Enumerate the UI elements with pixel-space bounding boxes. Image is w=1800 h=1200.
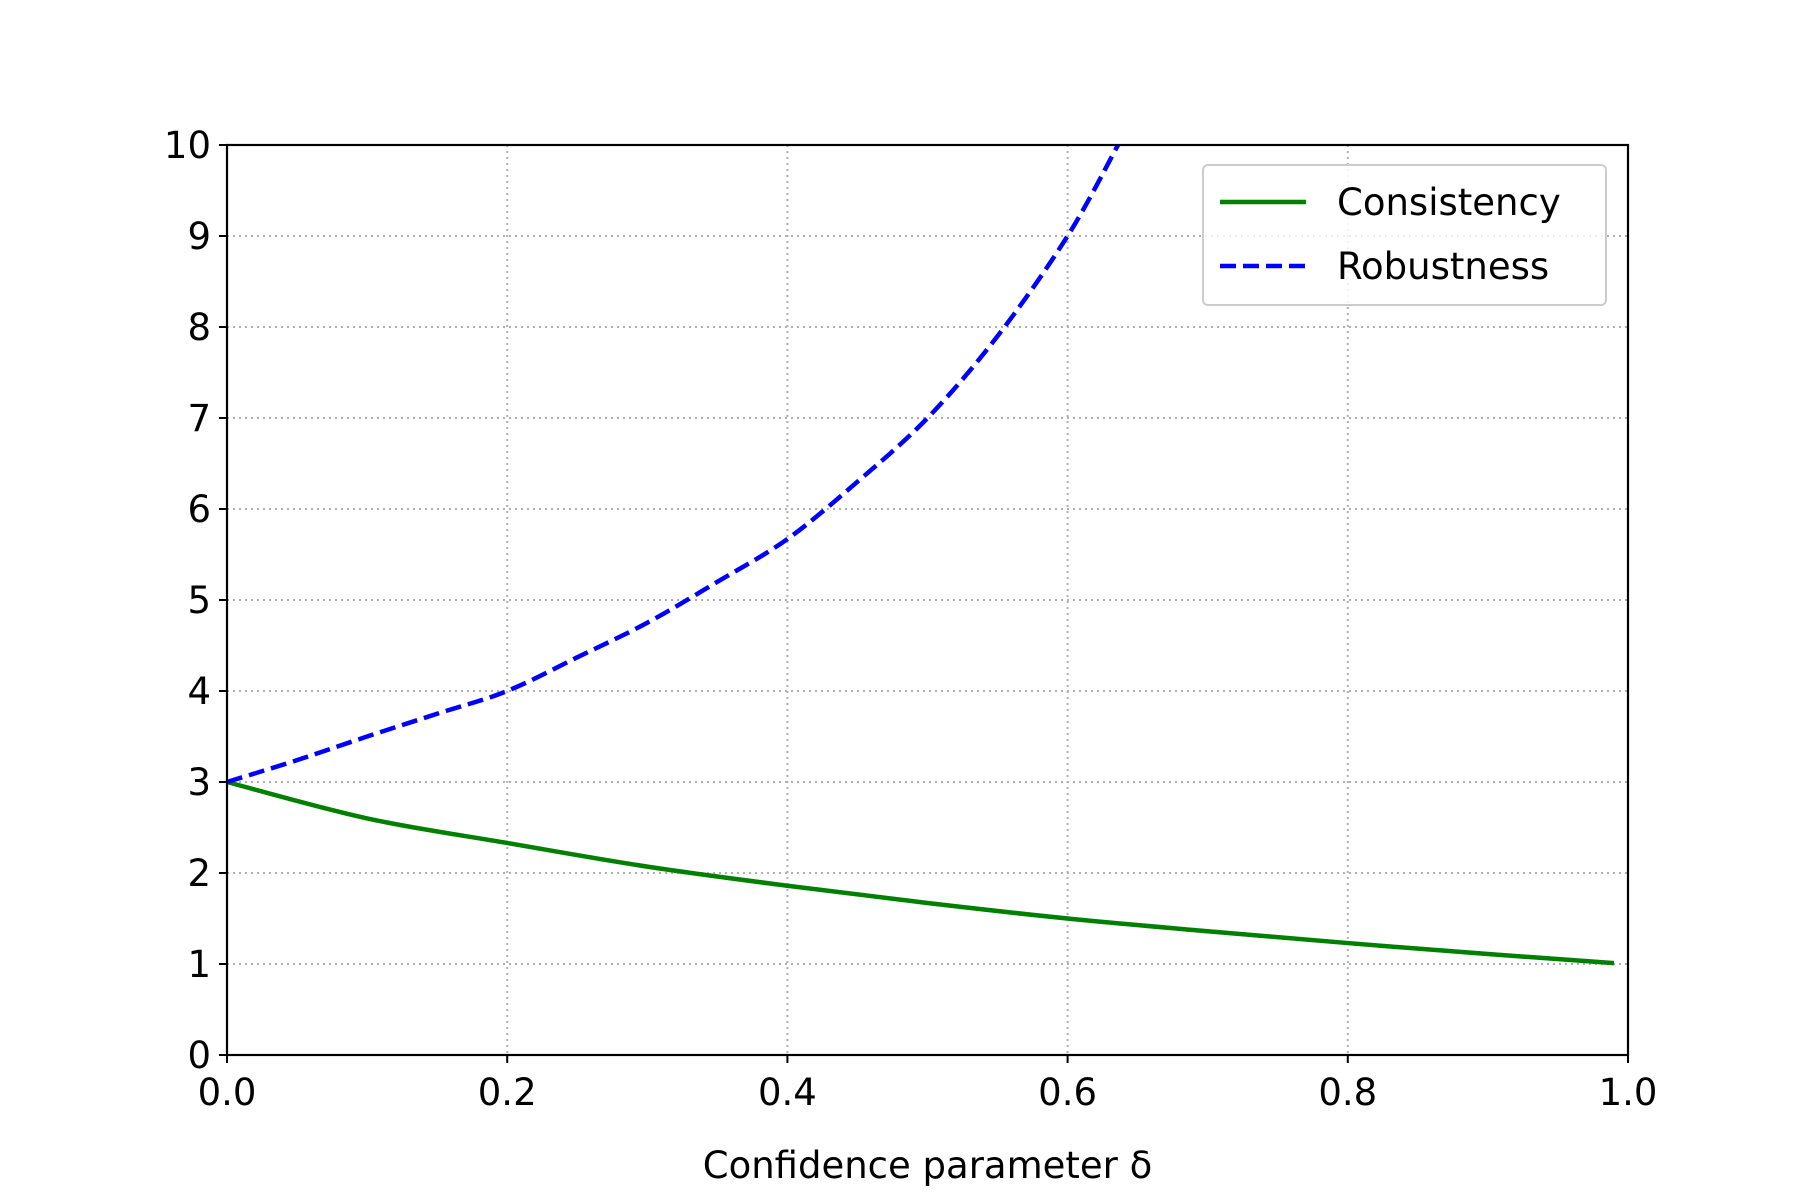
x-axis-label: Confidence parameter δ	[703, 1144, 1153, 1187]
y-tick-label: 1	[187, 943, 211, 986]
series-line-consistency	[226, 779, 1615, 966]
legend-label-consistency: Consistency	[1337, 181, 1561, 224]
y-tick-label: 7	[187, 397, 211, 440]
series-layer	[226, 143, 1615, 966]
y-tick-label: 8	[187, 306, 211, 349]
y-tick-label: 4	[187, 670, 211, 713]
y-tick-label: 2	[187, 852, 211, 895]
y-tick-label: 0	[187, 1034, 211, 1077]
y-tick-label: 10	[164, 124, 211, 167]
x-tick-label: 0.6	[1038, 1071, 1097, 1114]
legend-label-robustness: Robustness	[1337, 245, 1549, 288]
legend: Consistency Robustness	[1202, 164, 1607, 306]
series-line-robustness	[226, 143, 1121, 785]
y-tick-label: 5	[187, 579, 211, 622]
x-tick-label: 0.4	[758, 1071, 817, 1114]
ticks: 0.0 0.2 0.4 0.6 0.8 1.0 0 1 2 3 4 5 6 7 8 9 10	[164, 124, 1658, 1114]
x-tick-label: 0.2	[478, 1071, 537, 1114]
x-tick-label: 0.8	[1318, 1071, 1377, 1114]
y-tick-label: 9	[187, 215, 211, 258]
x-tick-label: 0.0	[198, 1071, 257, 1114]
y-tick-label: 3	[187, 761, 211, 804]
y-tick-label: 6	[187, 488, 211, 531]
x-tick-label: 1.0	[1599, 1071, 1658, 1114]
